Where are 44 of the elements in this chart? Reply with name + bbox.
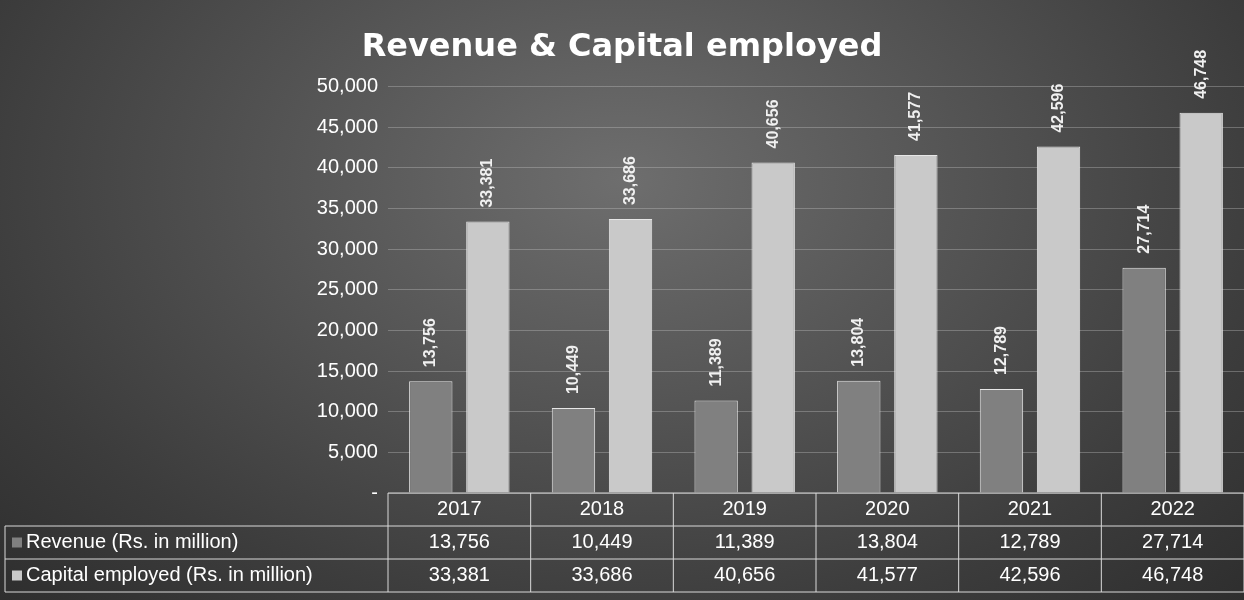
text: 13,756: [421, 318, 439, 368]
y-tick-label: 45,000: [316, 114, 378, 137]
data-label: 33,381: [428, 563, 490, 586]
data-label: 12,789: [999, 530, 1061, 553]
y-tick-label: 15,000: [316, 358, 378, 381]
text: 42,596: [1048, 83, 1066, 133]
x-tick-label: 2019: [722, 497, 767, 520]
y-tick-label: 50,000: [316, 73, 378, 96]
y-tick-label: 10,000: [316, 399, 378, 422]
text: 11,389: [706, 338, 724, 387]
x-tick-label: 2021: [1007, 497, 1053, 520]
data-label: 33,686: [571, 563, 633, 586]
data-label: 41,577: [856, 563, 918, 586]
y-tick-label: 20,000: [316, 317, 378, 340]
text: 12,789: [991, 326, 1009, 375]
y-tick-label: -: [371, 480, 378, 503]
text: 33,381: [478, 158, 496, 208]
y-tick-label: 30,000: [316, 236, 378, 259]
text: 10,449: [563, 345, 581, 395]
text: 46,748: [1191, 49, 1209, 99]
data-label: 13,756: [428, 530, 490, 553]
x-tick-label: 2018: [579, 497, 625, 520]
data-label: 11,389: [714, 530, 775, 553]
data-label: 27,714: [1142, 530, 1204, 553]
legend-label: Revenue (Rs. in million): [26, 530, 239, 553]
x-tick-label: 2017: [437, 497, 482, 520]
data-label: 13,804: [856, 530, 918, 553]
text: 40,656: [763, 99, 781, 149]
text: 41,577: [906, 91, 924, 141]
legend-label: Capital employed (Rs. in million): [26, 563, 313, 586]
y-tick-label: 5,000: [327, 439, 378, 462]
data-label: 40,656: [714, 563, 776, 586]
data-label: 42,596: [999, 563, 1061, 586]
y-tick-label: 35,000: [316, 195, 378, 218]
text: 33,686: [620, 156, 638, 206]
x-tick-label: 2020: [865, 497, 910, 520]
y-tick-label: 40,000: [316, 155, 378, 178]
data-label: 10,449: [571, 530, 633, 553]
chart-title: Revenue & Capital employed: [361, 25, 883, 64]
data-label: 46,748: [1142, 563, 1204, 586]
x-tick-label: 2022: [1150, 497, 1195, 520]
text: 13,804: [849, 317, 867, 367]
text: 27,714: [1134, 204, 1152, 254]
y-tick-label: 25,000: [316, 277, 378, 300]
